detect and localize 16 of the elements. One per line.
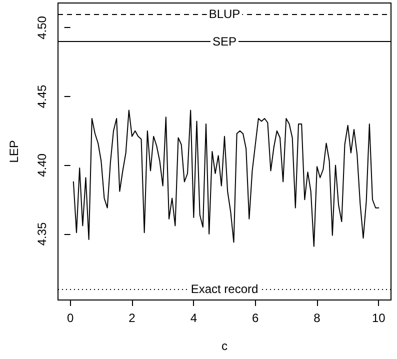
x-tick-label: 4 <box>190 311 198 325</box>
y-tick-label: 4.50 <box>35 16 49 40</box>
y-tick-label: 4.45 <box>35 84 49 108</box>
x-tick-label: 0 <box>66 311 74 325</box>
ref-line-label: SEP <box>212 34 237 48</box>
x-tick-label: 6 <box>252 311 259 325</box>
x-axis-title: c <box>222 339 228 353</box>
y-axis-title: LEP <box>7 140 21 163</box>
line-series <box>72 110 380 247</box>
x-tick-label: 10 <box>372 311 386 325</box>
y-tick-label: 4.40 <box>35 153 49 177</box>
ref-line-label: Exact record <box>190 282 258 296</box>
ref-line-label: BLUP <box>208 7 240 21</box>
x-tick-label: 2 <box>128 311 136 325</box>
y-tick-label: 4.35 <box>35 222 49 246</box>
x-tick-label: 8 <box>314 311 321 325</box>
